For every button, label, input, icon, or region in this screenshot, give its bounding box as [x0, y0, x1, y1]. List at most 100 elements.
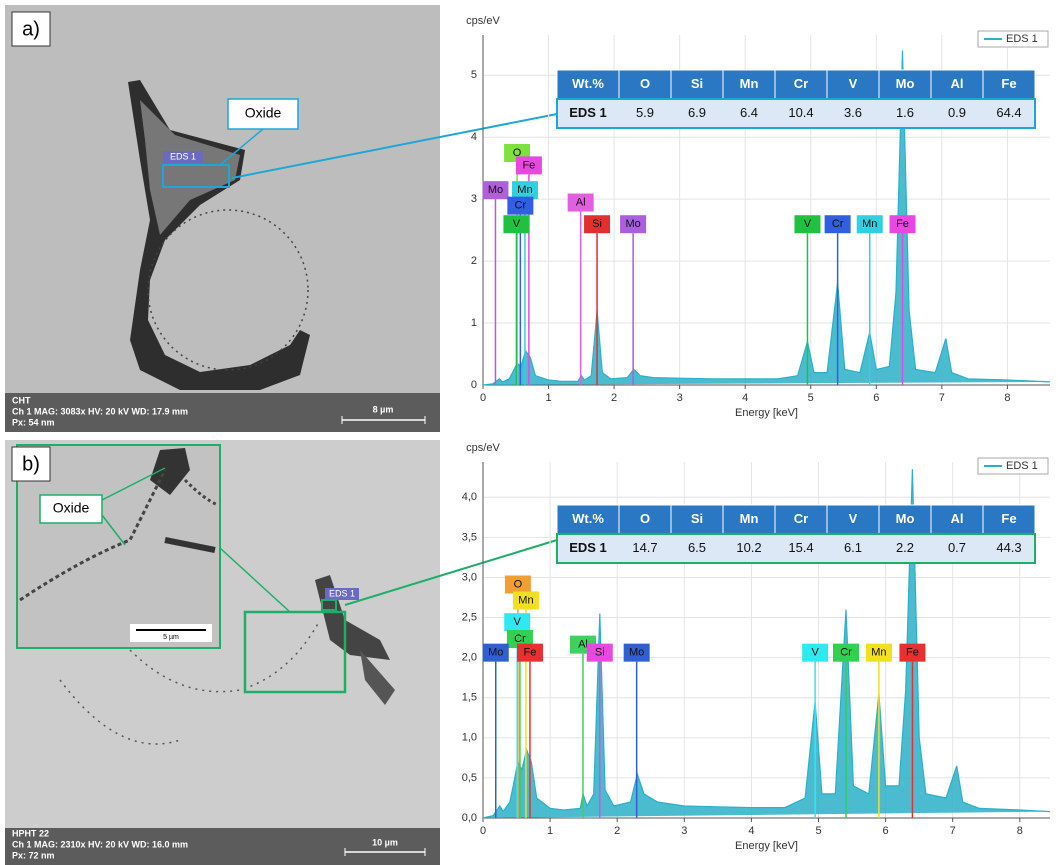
- eds-marker: EDS 1: [329, 588, 355, 598]
- y-tick-label: 1,5: [462, 692, 477, 704]
- table-cell: 6.9: [688, 105, 706, 120]
- table-header: Fe: [1001, 511, 1016, 526]
- info-line: Px: 72 nm: [12, 850, 55, 860]
- table-header: Al: [951, 511, 964, 526]
- y-axis-label: cps/eV: [466, 15, 500, 27]
- x-tick-label: 7: [939, 392, 945, 404]
- y-tick-label: 0,5: [462, 772, 477, 784]
- table-cell: 5.9: [636, 105, 654, 120]
- x-tick-label: 5: [815, 825, 821, 837]
- peak-label: V: [811, 647, 819, 659]
- peak-label: Mn: [518, 594, 533, 606]
- table-header: Cr: [794, 511, 808, 526]
- x-tick-label: 6: [873, 392, 879, 404]
- x-axis-label: Energy [keV]: [735, 407, 798, 419]
- eds-marker: EDS 1: [170, 151, 196, 161]
- scale-label: 10 µm: [372, 837, 398, 847]
- x-tick-label: 6: [883, 825, 889, 837]
- y-tick-label: 1: [471, 317, 477, 329]
- table-header: Si: [691, 511, 703, 526]
- x-tick-label: 3: [681, 825, 687, 837]
- y-tick-label: 4,0: [462, 491, 477, 503]
- peak-label: Si: [595, 647, 605, 659]
- peak-label: Si: [592, 218, 602, 230]
- panel-label: b): [22, 453, 40, 475]
- info-line: CHT: [12, 395, 31, 405]
- y-tick-label: 1,0: [462, 732, 477, 744]
- info-line: HPHT 22: [12, 828, 49, 838]
- x-tick-label: 3: [677, 392, 683, 404]
- peak-label: Cr: [514, 633, 526, 645]
- figure: a) Oxide EDS 1 CHT Ch 1 MAG: 3083x HV: 2…: [0, 0, 1058, 865]
- table-header: V: [849, 511, 858, 526]
- info-line: Ch 1 MAG: 2310x HV: 20 kV WD: 16.0 mm: [12, 839, 188, 849]
- table-cell: 6.5: [688, 540, 706, 555]
- peak-label: Al: [578, 639, 588, 651]
- x-axis-label: Energy [keV]: [735, 840, 798, 852]
- peak-label: Mn: [871, 647, 886, 659]
- panel-label: a): [22, 18, 40, 40]
- table-cell: 14.7: [632, 540, 657, 555]
- x-tick-label: 1: [545, 392, 551, 404]
- peak-label: Fe: [522, 159, 535, 171]
- peak-label: Al: [576, 196, 586, 208]
- table-cell: EDS 1: [569, 105, 607, 120]
- y-tick-label: 3: [471, 193, 477, 205]
- x-tick-label: 2: [614, 825, 620, 837]
- table-cell: 44.3: [996, 540, 1021, 555]
- peak-label: Fe: [896, 218, 909, 230]
- scale-label: 8 µm: [373, 404, 394, 414]
- peak-label: Mo: [488, 184, 503, 196]
- y-tick-label: 2: [471, 255, 477, 267]
- y-tick-label: 0,0: [462, 812, 477, 824]
- x-tick-label: 2: [611, 392, 617, 404]
- peak-label: Mo: [625, 218, 640, 230]
- table-header: Mo: [896, 76, 915, 91]
- y-tick-label: 2,5: [462, 611, 477, 623]
- table-cell: 3.6: [844, 105, 862, 120]
- peak-label: V: [513, 218, 521, 230]
- peak-label: V: [804, 218, 812, 230]
- table-cell: 6.4: [740, 105, 758, 120]
- peak-label: Mn: [517, 184, 532, 196]
- x-tick-label: 8: [1017, 825, 1023, 837]
- table-header: Mo: [896, 511, 915, 526]
- x-tick-label: 4: [742, 392, 748, 404]
- y-tick-label: 3,0: [462, 571, 477, 583]
- table-header: Mn: [740, 511, 759, 526]
- y-tick-label: 4: [471, 131, 477, 143]
- oxide-callout: Oxide: [53, 500, 90, 516]
- y-tick-label: 5: [471, 69, 477, 81]
- table-cell: 64.4: [996, 105, 1021, 120]
- x-tick-label: 1: [547, 825, 553, 837]
- oxide-callout: Oxide: [245, 105, 282, 121]
- table-header: V: [849, 76, 858, 91]
- table-header: Fe: [1001, 76, 1016, 91]
- peak-label: Fe: [906, 647, 919, 659]
- table-header: Al: [951, 76, 964, 91]
- inset-scale-label: 5 µm: [163, 634, 179, 641]
- table-cell: 0.7: [948, 540, 966, 555]
- x-tick-label: 4: [748, 825, 754, 837]
- peak-label: Cr: [515, 200, 527, 212]
- table-header: Mn: [740, 76, 759, 91]
- peak-label: Mo: [629, 647, 644, 659]
- table-cell: 6.1: [844, 540, 862, 555]
- table-cell: 10.2: [736, 540, 761, 555]
- legend-label: EDS 1: [1006, 460, 1038, 472]
- legend-label: EDS 1: [1006, 33, 1038, 45]
- table-header: Wt.%: [572, 511, 604, 526]
- x-tick-label: 5: [808, 392, 814, 404]
- table-cell: 10.4: [788, 105, 813, 120]
- table-cell: 1.6: [896, 105, 914, 120]
- y-tick-label: 2,0: [462, 652, 477, 664]
- peak-label: O: [514, 578, 523, 590]
- table-cell: 15.4: [788, 540, 813, 555]
- y-tick-label: 0: [471, 379, 477, 391]
- peak-label: Mn: [862, 218, 877, 230]
- y-axis-label: cps/eV: [466, 442, 500, 454]
- x-tick-label: 0: [480, 392, 486, 404]
- table-header: Si: [691, 76, 703, 91]
- peak-label: Cr: [840, 647, 852, 659]
- x-tick-label: 8: [1004, 392, 1010, 404]
